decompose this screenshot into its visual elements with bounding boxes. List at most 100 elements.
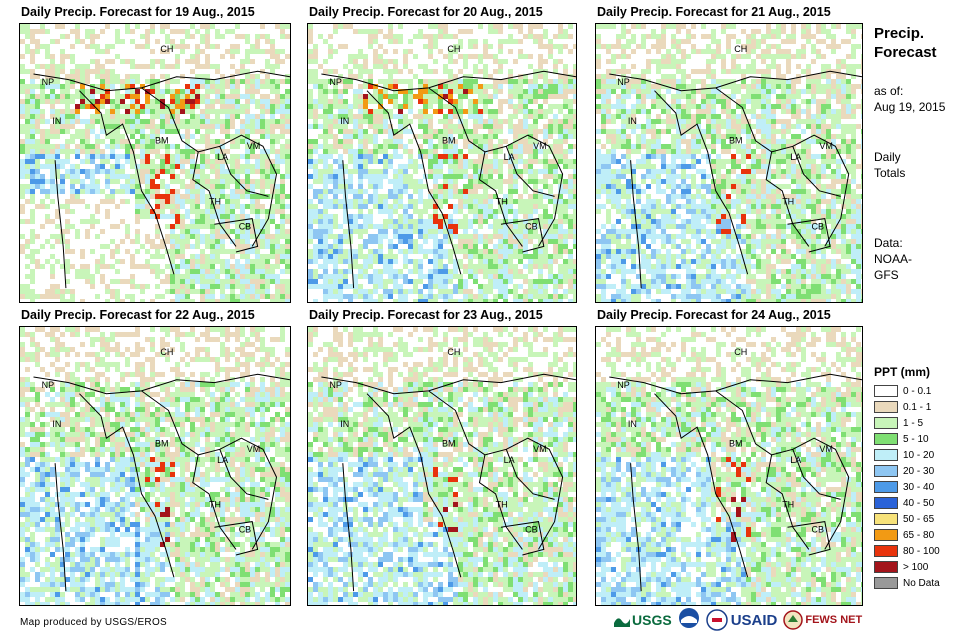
- country-border: [771, 134, 850, 247]
- side-title-line1: Precip.: [874, 25, 925, 42]
- legend-swatch: [874, 577, 898, 589]
- fewsnet-logo: FEWS NET: [783, 610, 862, 630]
- country-label: BM: [729, 136, 743, 146]
- country-label: TH: [496, 197, 508, 207]
- country-label: TH: [209, 197, 221, 207]
- panel-title: Daily Precip. Forecast for 19 Aug., 2015: [21, 5, 255, 19]
- legend-item: 0.1 - 1: [874, 399, 966, 415]
- country-border: [219, 146, 269, 197]
- country-border: [141, 390, 237, 550]
- country-label: LA: [217, 455, 228, 465]
- country-label: LA: [217, 152, 228, 162]
- country-label: VM: [533, 141, 547, 151]
- legend-item: 5 - 10: [874, 431, 966, 447]
- legend-swatch: [874, 561, 898, 573]
- data-label: Data:: [874, 236, 903, 250]
- usaid-logo: USAID: [705, 609, 777, 631]
- country-label: TH: [782, 197, 794, 207]
- country-border: [198, 437, 278, 550]
- precip-map: CH NP IN BM LA VM TH CB: [307, 326, 577, 606]
- legend-item: 20 - 30: [874, 463, 966, 479]
- totals-label: Totals: [874, 166, 906, 180]
- country-label: IN: [52, 116, 61, 126]
- legend-swatch: [874, 401, 898, 413]
- precip-legend: PPT (mm) 0 - 0.1 0.1 - 1 1 - 5 5 - 10 10 - 2…: [874, 365, 966, 591]
- country-border: [609, 70, 862, 92]
- country-label: NP: [42, 380, 55, 390]
- legend-label: 10 - 20: [903, 449, 935, 461]
- country-label: LA: [504, 455, 515, 465]
- country-border: [366, 90, 462, 275]
- country-label: BM: [155, 136, 169, 146]
- country-border: [214, 521, 259, 556]
- precip-map: CH NP IN BM LA VM TH CB: [595, 326, 863, 606]
- country-label: IN: [628, 116, 637, 126]
- country-label: IN: [52, 419, 61, 429]
- precip-raster: CH NP IN BM LA VM TH CB: [20, 24, 290, 302]
- country-border: [792, 449, 841, 500]
- country-label: NP: [329, 77, 342, 87]
- side-info: Precip. Forecast as of: Aug 19, 2015 Dai…: [874, 24, 964, 283]
- country-label: CH: [160, 44, 173, 54]
- legend-label: 5 - 10: [903, 433, 929, 445]
- country-border: [500, 521, 545, 556]
- country-label: CB: [525, 222, 538, 232]
- precip-raster: CH NP IN BM LA VM TH CB: [308, 24, 576, 302]
- country-label: TH: [782, 500, 794, 510]
- country-border: [33, 70, 290, 92]
- country-border: [33, 373, 290, 395]
- country-label: CH: [734, 44, 747, 54]
- country-border: [79, 90, 175, 275]
- legend-item: No Data: [874, 575, 966, 591]
- country-border: [321, 70, 576, 92]
- map-credit: Map produced by USGS/EROS: [20, 617, 168, 628]
- legend-label: 30 - 40: [903, 481, 935, 493]
- legend-item: 30 - 40: [874, 479, 966, 495]
- legend-swatch: [874, 465, 898, 477]
- side-title-line2: Forecast: [874, 44, 937, 61]
- daily-label: Daily: [874, 150, 901, 164]
- country-border: [342, 463, 355, 592]
- country-border: [54, 160, 67, 289]
- country-border: [787, 521, 831, 556]
- legend-label: 40 - 50: [903, 497, 935, 509]
- country-label: NP: [42, 77, 55, 87]
- country-label: NP: [617, 380, 630, 390]
- country-label: BM: [729, 439, 743, 449]
- country-label: VM: [533, 444, 547, 454]
- country-label: IN: [628, 419, 637, 429]
- country-label: BM: [442, 136, 456, 146]
- legend-label: 50 - 65: [903, 513, 935, 525]
- legend-item: 0 - 0.1: [874, 383, 966, 399]
- country-label: CB: [525, 525, 538, 535]
- legend-item: 10 - 20: [874, 447, 966, 463]
- country-label: TH: [209, 500, 221, 510]
- noaa-logo: [678, 607, 700, 634]
- country-label: NP: [617, 77, 630, 87]
- panel-title: Daily Precip. Forecast for 24 Aug., 2015: [597, 308, 831, 322]
- legend-swatch: [874, 529, 898, 541]
- legend-label: 1 - 5: [903, 417, 924, 429]
- country-border: [654, 393, 749, 578]
- country-label: CH: [160, 347, 173, 357]
- country-border: [484, 134, 564, 247]
- country-label: VM: [819, 141, 833, 151]
- country-border: [505, 449, 555, 500]
- legend-label: > 100: [903, 561, 929, 573]
- panel-title: Daily Precip. Forecast for 20 Aug., 2015: [309, 5, 543, 19]
- legend-label: No Data: [903, 577, 940, 589]
- country-label: CH: [447, 44, 460, 54]
- precip-map: CH NP IN BM LA VM TH CB: [595, 23, 863, 303]
- panel-title: Daily Precip. Forecast for 23 Aug., 2015: [309, 308, 543, 322]
- legend-item: 50 - 65: [874, 511, 966, 527]
- country-border: [321, 373, 576, 395]
- country-border: [428, 390, 523, 550]
- country-border: [366, 393, 462, 578]
- country-label: LA: [504, 152, 515, 162]
- country-label: BM: [442, 439, 456, 449]
- legend-swatch: [874, 481, 898, 493]
- country-label: NP: [329, 380, 342, 390]
- precip-raster: CH NP IN BM LA VM TH CB: [596, 24, 862, 302]
- asof-date: Aug 19, 2015: [874, 100, 946, 114]
- country-border: [654, 90, 749, 275]
